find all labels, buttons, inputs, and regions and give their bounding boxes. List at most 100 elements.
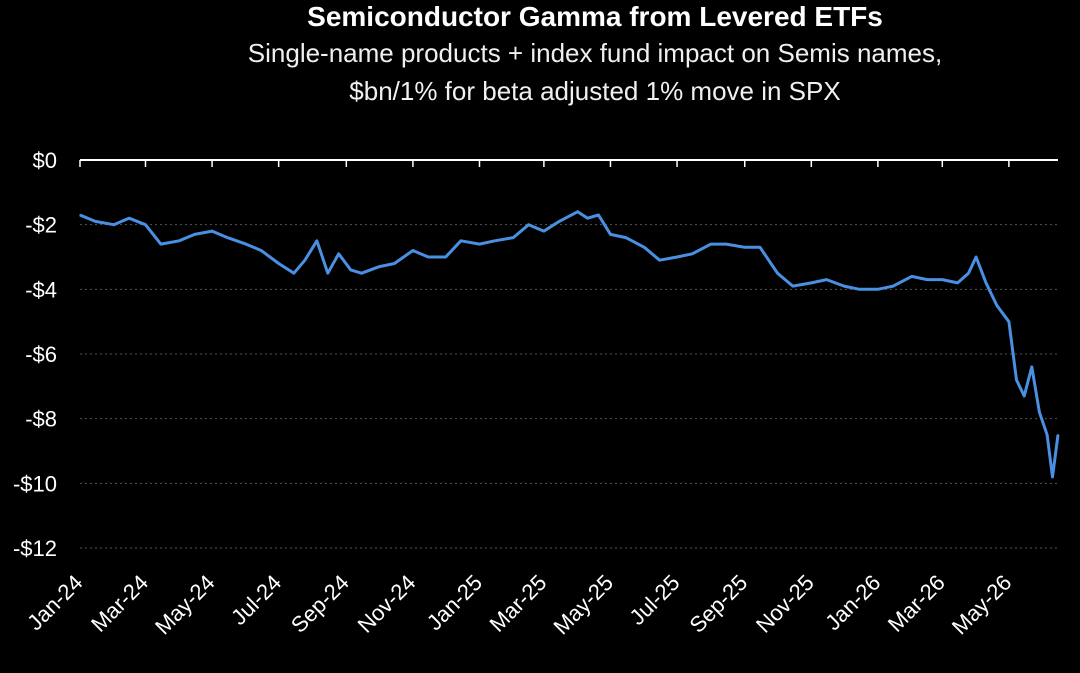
axis-layer	[79, 159, 1058, 167]
data-point	[725, 243, 727, 245]
data-point	[1051, 476, 1054, 478]
data-point	[643, 246, 646, 249]
data-point	[877, 288, 879, 291]
data-point	[558, 220, 560, 223]
data-point	[304, 259, 306, 262]
data-point	[144, 223, 147, 226]
data-point	[327, 272, 329, 275]
data-point	[843, 285, 845, 287]
data-point	[211, 230, 213, 232]
data-point	[776, 272, 779, 275]
data-point	[378, 265, 380, 268]
x-tick-label: Mar-26	[883, 570, 950, 637]
y-tick-labels: $0 -$2 -$4 -$6 -$8 -$10 -$12	[13, 148, 57, 561]
data-point	[910, 275, 913, 278]
data-point	[609, 233, 612, 236]
data-point	[1008, 320, 1010, 323]
x-tick-label: Mar-25	[484, 570, 551, 637]
data-point	[160, 243, 162, 245]
data-point	[956, 282, 959, 284]
data-point	[178, 240, 181, 242]
data-point	[478, 243, 481, 245]
data-point	[1023, 395, 1025, 397]
data-point	[527, 223, 530, 226]
x-tick-label: May-24	[150, 570, 220, 640]
data-point	[892, 285, 894, 287]
data-point	[858, 288, 861, 291]
data-point	[460, 240, 462, 242]
data-point	[128, 217, 130, 219]
x-tick-label: Mar-24	[86, 570, 153, 637]
data-point	[792, 285, 794, 287]
data-point	[759, 246, 761, 249]
data-point	[1038, 411, 1041, 414]
data-point	[710, 243, 712, 245]
chart-title: Semiconductor Gamma from Levered ETFs	[307, 1, 883, 32]
y-tick-label: -$12	[13, 536, 57, 561]
data-point	[293, 272, 295, 275]
data-point	[260, 249, 263, 252]
series-line	[79, 210, 1060, 479]
data-point	[1031, 366, 1033, 368]
data-point	[494, 240, 496, 242]
x-tick-label: May-25	[548, 570, 618, 640]
data-point	[941, 278, 944, 281]
data-point	[576, 210, 579, 213]
data-point	[337, 253, 340, 255]
y-tick-label: -$8	[25, 407, 57, 432]
data-point	[277, 262, 280, 265]
y-tick-label: -$10	[13, 471, 57, 496]
x-tick-label: Nov-25	[751, 570, 819, 638]
data-point	[825, 278, 828, 281]
data-point	[691, 253, 694, 255]
data-point	[412, 249, 414, 252]
data-point	[393, 262, 396, 265]
x-tick-label: Jan-25	[422, 570, 487, 635]
y-tick-label: -$2	[25, 213, 57, 238]
data-point	[1057, 434, 1059, 436]
data-point	[586, 217, 589, 219]
data-point	[427, 256, 430, 258]
x-tick-label: Sep-24	[286, 570, 354, 638]
data-point	[444, 256, 447, 258]
data-point	[349, 269, 352, 271]
data-point	[658, 259, 661, 262]
data-point	[743, 246, 746, 249]
data-point	[193, 233, 196, 236]
data-point	[245, 243, 247, 245]
data-point	[597, 214, 600, 216]
x-tick-label: Nov-24	[353, 570, 421, 638]
chart-subtitle-line2: $bn/1% for beta adjusted 1% move in SPX	[349, 76, 841, 106]
x-tick-label: Jul-24	[226, 570, 286, 630]
data-point	[1015, 379, 1018, 381]
x-tick-label: Jan-26	[820, 570, 885, 635]
data-point	[975, 256, 977, 258]
data-point	[316, 240, 318, 242]
data-point	[512, 236, 515, 239]
x-tick-label: Sep-25	[684, 570, 752, 638]
chart-subtitle-line1: Single-name products + index fund impact…	[247, 38, 943, 68]
data-point	[926, 278, 928, 281]
data-point	[996, 304, 998, 307]
grid-layer	[80, 224, 1058, 549]
x-tick-label: Jan-24	[22, 570, 87, 635]
data-point	[543, 230, 545, 232]
series-layer	[79, 210, 1060, 479]
data-point	[810, 282, 813, 284]
data-point	[79, 214, 81, 216]
data-point	[625, 236, 627, 239]
data-point	[360, 272, 363, 275]
data-point	[676, 256, 678, 258]
data-point	[94, 220, 97, 223]
data-point	[1046, 434, 1048, 436]
y-tick-label: $0	[33, 148, 57, 173]
y-tick-label: -$4	[25, 277, 57, 302]
y-tick-label: -$6	[25, 342, 57, 367]
x-tick-label: May-26	[947, 570, 1017, 640]
data-point	[967, 272, 970, 275]
chart-title-block: Semiconductor Gamma from Levered ETFs Si…	[0, 0, 1080, 110]
data-point	[226, 236, 229, 239]
data-point	[985, 282, 987, 284]
